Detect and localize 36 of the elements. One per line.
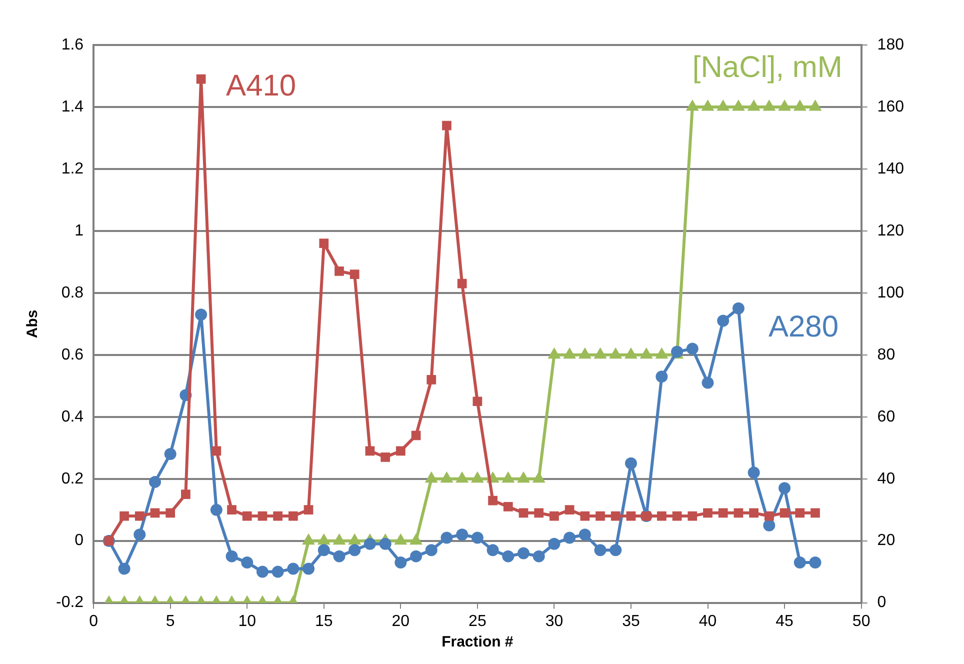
y2-tick-label: 40 xyxy=(877,470,896,488)
y-axis-title: Abs xyxy=(24,310,42,338)
y2-tick-label: 160 xyxy=(877,98,904,116)
y-tick-label: 0 xyxy=(74,532,84,550)
x-axis-title: Fraction # xyxy=(442,633,514,650)
y-tick-label: -0.2 xyxy=(56,594,84,612)
y-tick-label: 1 xyxy=(74,222,84,240)
x-tick-label: 20 xyxy=(392,612,410,630)
x-tick-label: 25 xyxy=(468,612,486,630)
x-tick-label: 35 xyxy=(622,612,640,630)
y2-tick-label: 60 xyxy=(877,408,896,426)
series-label: A280 xyxy=(768,310,839,344)
y-tick-label: 0.2 xyxy=(61,470,84,488)
series-label: A410 xyxy=(226,69,296,102)
x-tick-label: 45 xyxy=(776,612,794,630)
y-tick-label: 1.2 xyxy=(61,160,84,178)
y2-tick-label: 0 xyxy=(877,594,886,612)
x-tick-label: 0 xyxy=(89,612,98,630)
x-tick-label: 10 xyxy=(238,612,256,630)
y2-tick-label: 20 xyxy=(877,532,896,550)
x-tick-label: 15 xyxy=(314,612,333,630)
y-tick-label: 0.6 xyxy=(61,346,84,364)
y2-tick-label: 140 xyxy=(877,160,904,178)
y2-tick-label: 120 xyxy=(877,222,904,240)
y-tick-label: 0.4 xyxy=(61,408,84,426)
x-tick-label: 50 xyxy=(852,612,870,630)
x-tick-label: 40 xyxy=(698,612,717,630)
y-tick-label: 1.4 xyxy=(61,98,84,116)
y2-tick-label: 100 xyxy=(877,284,904,302)
y-tick-label: 0.8 xyxy=(61,284,84,302)
y2-tick-label: 80 xyxy=(877,346,896,364)
x-tick-label: 5 xyxy=(166,612,175,630)
y2-tick-label: 180 xyxy=(877,36,904,54)
series-label: [NaCl], mM xyxy=(692,51,842,84)
y-tick-label: 1.6 xyxy=(61,36,84,54)
x-tick-label: 30 xyxy=(545,612,564,630)
